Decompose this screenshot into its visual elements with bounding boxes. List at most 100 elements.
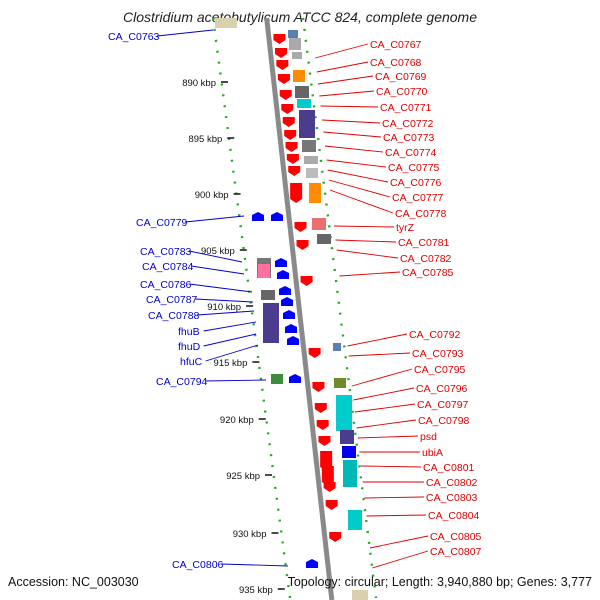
right-gene-label[interactable]: CA_C0804 (428, 510, 480, 522)
forward-gene-arrow[interactable] (273, 34, 286, 44)
reverse-gene-arrow[interactable] (283, 310, 295, 319)
reverse-gene-arrow[interactable] (289, 374, 301, 383)
gene-feature-box[interactable] (340, 430, 354, 444)
gene-feature-box[interactable] (336, 395, 352, 431)
gene-feature-box[interactable] (288, 30, 298, 38)
gene-feature-box[interactable] (302, 140, 316, 152)
right-gene-label[interactable]: CA_C0807 (430, 546, 482, 558)
left-gene-label[interactable]: CA_C0806 (172, 559, 224, 571)
right-gene-label[interactable]: CA_C0776 (390, 177, 442, 189)
right-gene-label[interactable]: tyrZ (396, 222, 415, 234)
gene-feature-box[interactable] (317, 234, 331, 244)
gene-feature-box[interactable] (333, 343, 341, 351)
right-gene-label[interactable]: CA_C0771 (380, 102, 432, 114)
gene-feature-box[interactable] (343, 460, 357, 487)
forward-gene-arrow[interactable] (300, 276, 313, 286)
right-gene-label[interactable]: CA_C0768 (370, 57, 422, 69)
forward-gene-arrow[interactable] (318, 436, 331, 446)
right-gene-label[interactable]: CA_C0778 (395, 208, 447, 220)
right-gene-label[interactable]: CA_C0781 (398, 237, 450, 249)
gene-feature-box[interactable] (289, 38, 301, 50)
forward-gene-arrow[interactable] (308, 348, 321, 358)
reverse-gene-arrow[interactable] (281, 297, 293, 306)
right-gene-label[interactable]: CA_C0782 (400, 253, 452, 265)
right-gene-label[interactable]: CA_C0802 (426, 477, 478, 489)
forward-gene-arrow[interactable] (312, 382, 325, 392)
right-gene-label[interactable]: CA_C0772 (382, 118, 434, 130)
left-gene-label[interactable]: CA_C0787 (146, 294, 198, 306)
gene-feature-box[interactable] (334, 378, 346, 388)
right-gene-label[interactable]: CA_C0770 (376, 86, 428, 98)
forward-gene-arrow[interactable] (294, 222, 307, 232)
gene-feature-box[interactable] (297, 99, 311, 108)
gene-feature-box[interactable] (348, 510, 362, 530)
gene-feature-box[interactable] (293, 70, 305, 82)
forward-gene-arrow[interactable] (329, 532, 342, 542)
right-gene-label[interactable]: CA_C0798 (418, 415, 470, 427)
right-gene-label[interactable]: CA_C0767 (370, 39, 422, 51)
forward-gene-arrow[interactable] (275, 48, 288, 58)
right-gene-label[interactable]: CA_C0792 (409, 329, 461, 341)
gene-feature-box[interactable] (258, 264, 270, 278)
right-gene-label[interactable]: CA_C0805 (430, 531, 482, 543)
forward-gene-arrow[interactable] (296, 240, 309, 250)
right-gene-label[interactable]: CA_C0777 (392, 192, 444, 204)
left-gene-label[interactable]: hfuC (180, 356, 203, 368)
reverse-gene-arrow[interactable] (252, 212, 264, 221)
forward-gene-arrow[interactable] (277, 74, 290, 84)
reverse-gene-arrow[interactable] (306, 559, 318, 568)
gene-feature-box[interactable] (295, 86, 309, 98)
gene-feature-box[interactable] (312, 218, 326, 230)
reverse-gene-arrow[interactable] (271, 212, 283, 221)
gene-feature-box[interactable] (352, 590, 368, 600)
gene-feature-box[interactable] (292, 52, 302, 59)
right-gene-label[interactable]: CA_C0793 (412, 348, 464, 360)
right-gene-label[interactable]: CA_C0803 (426, 492, 478, 504)
forward-gene-arrow[interactable] (282, 117, 295, 127)
gene-feature-box[interactable] (309, 183, 321, 203)
gene-feature-box[interactable] (271, 374, 283, 384)
forward-gene-arrow[interactable] (314, 403, 327, 413)
right-gene-label[interactable]: CA_C0769 (375, 71, 427, 83)
forward-gene-arrow[interactable] (325, 500, 338, 510)
left-gene-label[interactable]: CA_C0779 (136, 217, 188, 229)
forward-gene-arrow[interactable] (279, 90, 292, 100)
right-gene-label[interactable]: CA_C0796 (416, 383, 468, 395)
right-gene-label[interactable]: CA_C0774 (385, 147, 437, 159)
right-gene-label[interactable]: CA_C0785 (402, 267, 454, 279)
gene-feature-box[interactable] (304, 156, 318, 164)
forward-gene-arrow[interactable] (286, 154, 299, 164)
left-gene-label[interactable]: CA_C0784 (142, 261, 194, 273)
forward-gene-arrow[interactable] (290, 183, 303, 203)
right-gene-label[interactable]: CA_C0775 (388, 162, 440, 174)
right-gene-label[interactable]: CA_C0801 (423, 462, 475, 474)
reverse-gene-arrow[interactable] (275, 258, 287, 267)
gene-feature-box[interactable] (306, 168, 318, 178)
forward-gene-arrow[interactable] (284, 130, 297, 140)
forward-gene-arrow[interactable] (321, 466, 334, 486)
left-gene-label[interactable]: CA_C0783 (140, 246, 192, 258)
gene-feature-box[interactable] (215, 18, 237, 28)
reverse-gene-arrow[interactable] (279, 286, 291, 295)
gene-feature-box[interactable] (261, 290, 275, 300)
right-gene-label[interactable]: ubiA (422, 447, 443, 459)
left-gene-label[interactable]: fhuD (178, 341, 201, 353)
forward-gene-arrow[interactable] (281, 104, 294, 114)
right-gene-label[interactable]: psd (420, 431, 437, 443)
gene-feature-box[interactable] (342, 446, 356, 458)
left-gene-label[interactable]: CA_C0786 (140, 279, 192, 291)
right-gene-label[interactable]: CA_C0795 (414, 364, 466, 376)
forward-gene-arrow[interactable] (323, 482, 336, 492)
left-gene-label[interactable]: fhuB (178, 326, 200, 338)
forward-gene-arrow[interactable] (285, 142, 298, 152)
left-gene-label[interactable]: CA_C0794 (156, 376, 208, 388)
forward-gene-arrow[interactable] (276, 60, 289, 70)
reverse-gene-arrow[interactable] (277, 270, 289, 279)
forward-gene-arrow[interactable] (316, 420, 329, 430)
gene-feature-box[interactable] (263, 303, 279, 343)
right-gene-label[interactable]: CA_C0797 (417, 399, 469, 411)
gene-feature-box[interactable] (299, 110, 315, 138)
reverse-gene-arrow[interactable] (287, 336, 299, 345)
left-gene-label[interactable]: CA_C0763 (108, 31, 160, 43)
